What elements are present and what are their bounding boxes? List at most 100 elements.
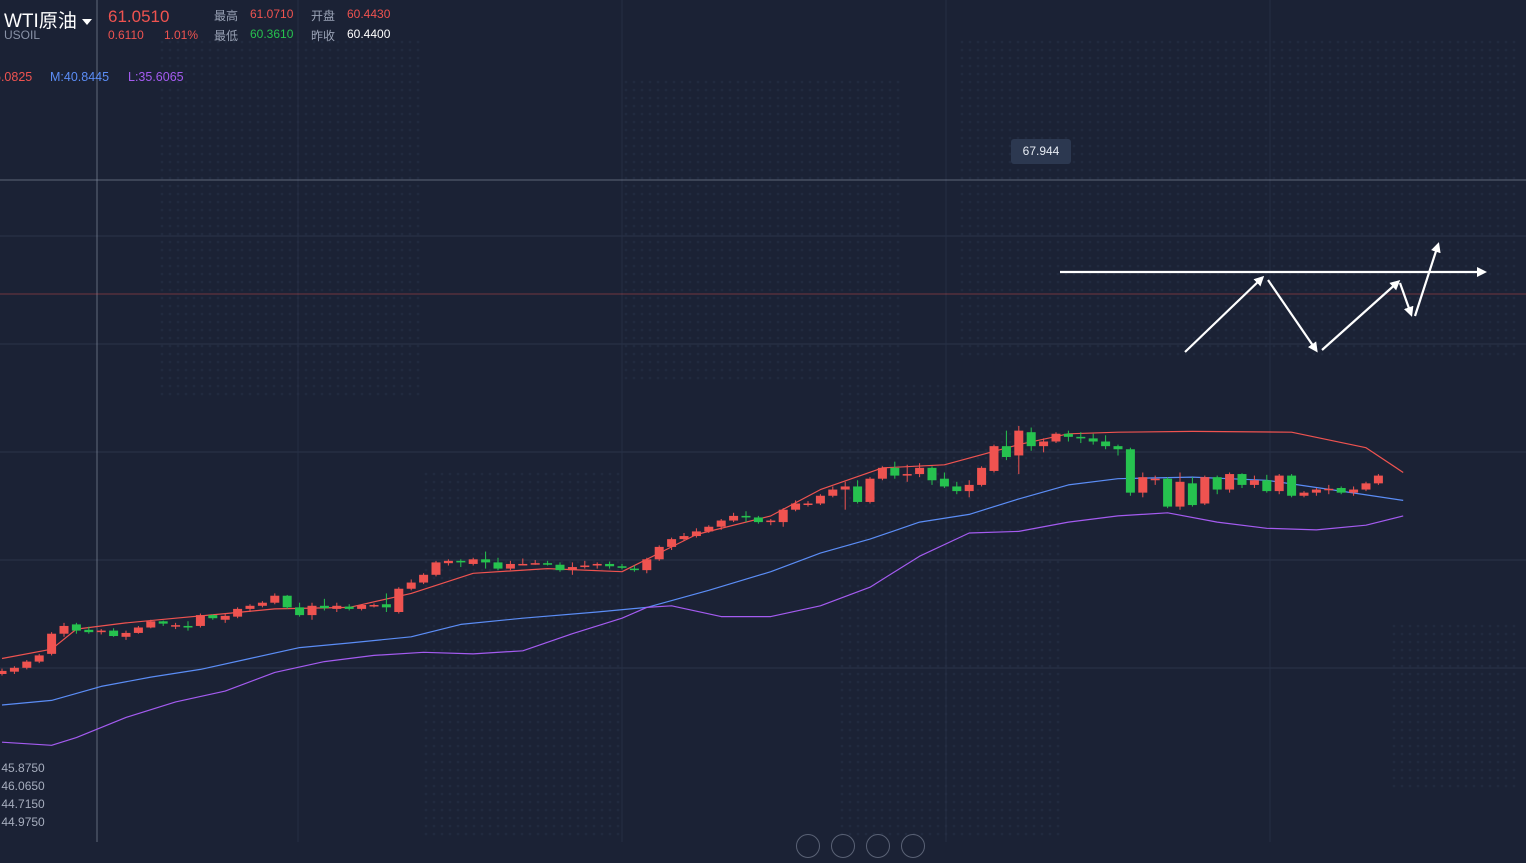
candle: [1200, 475, 1210, 506]
candle: [9, 666, 19, 674]
candle: [257, 601, 267, 608]
candle: [778, 508, 788, 527]
candle: [208, 614, 218, 620]
candle: [505, 560, 515, 571]
high-label: 最高: [214, 9, 239, 23]
candle: [47, 632, 57, 656]
candle: [295, 602, 305, 617]
candle: [1039, 438, 1049, 453]
zigzag-down-arrow: [1267, 279, 1318, 353]
candle: [642, 557, 652, 574]
candle: [1138, 472, 1148, 498]
candle: [344, 604, 354, 611]
zigzag-up-arrow-2: [1321, 279, 1401, 351]
last-price: 61.0510: [108, 7, 170, 26]
candle: [146, 619, 156, 629]
pager-dots: [796, 834, 936, 863]
candle: [1175, 472, 1185, 510]
open-value: 60.4430: [347, 7, 391, 21]
candle: [1088, 433, 1098, 445]
info-close: 盘 44.9750: [0, 815, 45, 829]
upper-band-line: [1, 430, 1404, 660]
candle: [704, 525, 714, 533]
candle: [815, 494, 825, 506]
candle: [766, 519, 776, 526]
pullback-arrow: [1398, 282, 1414, 317]
candle: [1212, 475, 1222, 495]
candle: [481, 551, 491, 569]
candle: [1001, 430, 1011, 461]
symbol-selector[interactable]: WTI原油: [4, 6, 92, 33]
candle: [1274, 474, 1284, 495]
candle: [1324, 484, 1334, 495]
candle: [729, 512, 739, 523]
candle: [803, 501, 813, 507]
candle: [332, 602, 342, 612]
pager-dot[interactable]: [901, 834, 925, 858]
info-open: 盘 45.8750: [0, 761, 45, 775]
candle: [443, 559, 453, 566]
candle: [1237, 473, 1247, 488]
candle: [1026, 427, 1036, 451]
candle: [716, 519, 726, 530]
candle: [1163, 477, 1173, 509]
candle: [890, 461, 900, 479]
candle: [828, 486, 838, 498]
pager-dot[interactable]: [831, 834, 855, 858]
low-value: 60.3610: [250, 27, 294, 41]
candle: [915, 463, 925, 478]
candle: [1311, 488, 1321, 496]
candle: [1249, 475, 1259, 488]
pager-dot[interactable]: [866, 834, 890, 858]
candle: [183, 621, 193, 631]
candle: [307, 602, 317, 620]
candle: [567, 562, 577, 575]
candle: [927, 466, 937, 485]
candle: [419, 573, 429, 585]
candle: [1336, 486, 1346, 495]
candle: [865, 477, 875, 504]
candle: [840, 481, 850, 510]
candle: [1287, 474, 1297, 498]
candle: [1125, 447, 1135, 496]
boll-lower-value: L:35.6065: [128, 70, 184, 84]
candle: [989, 444, 999, 473]
candle: [853, 480, 863, 504]
candlestick-chart[interactable]: [0, 0, 1526, 842]
candle: [96, 629, 106, 635]
candle: [456, 559, 466, 568]
trend-annotations: [1060, 242, 1487, 353]
candle: [902, 464, 912, 482]
candle: [939, 472, 949, 488]
candle: [282, 594, 292, 609]
candle: [605, 561, 615, 569]
candle: [158, 620, 168, 626]
candle: [555, 562, 565, 572]
candle: [1225, 472, 1235, 493]
candle: [1076, 432, 1086, 444]
chart-grid: [0, 0, 1526, 842]
pager-dot[interactable]: [796, 834, 820, 858]
candle: [1361, 481, 1371, 492]
candle: [1113, 444, 1123, 456]
bollinger-bands: [1, 430, 1404, 746]
lower-band-line: [1, 512, 1404, 746]
candle: [741, 511, 751, 523]
candle: [245, 604, 255, 612]
candle: [0, 668, 7, 676]
candle: [171, 622, 181, 630]
high-value: 61.0710: [250, 7, 294, 21]
candle: [1349, 486, 1359, 496]
info-high: 高 46.0650: [0, 779, 45, 793]
candle: [1051, 432, 1061, 444]
chevron-down-icon[interactable]: [81, 18, 92, 25]
candle: [381, 593, 391, 612]
candle: [964, 480, 974, 498]
candle: [1014, 426, 1024, 475]
candles: [0, 426, 1383, 676]
candle: [654, 545, 664, 561]
candle: [34, 653, 44, 664]
candle: [394, 587, 404, 614]
candle: [357, 604, 367, 611]
mid-band-line: [1, 476, 1404, 706]
